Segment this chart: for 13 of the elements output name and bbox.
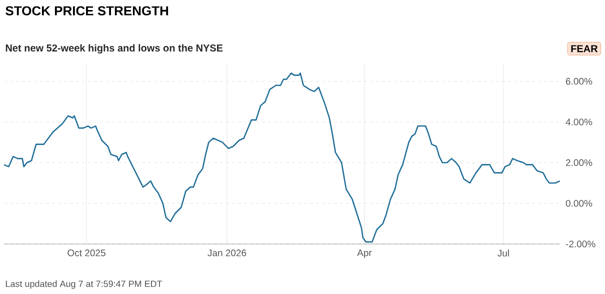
x-tick-label: Jul	[498, 250, 509, 256]
x-tick-label: Apr	[357, 250, 372, 258]
chart-title: STOCK PRICE STRENGTH	[6, 6, 168, 16]
y-tick-label: 6.00%	[566, 78, 592, 85]
x-tick-label: Jan 2026	[208, 250, 246, 256]
text: Last updated Aug 7 at 7:59:47 PM EDT	[6, 280, 162, 289]
y-tick-label: -2.00%	[566, 240, 596, 248]
y-tick-label: 0.00%	[566, 200, 592, 207]
text: FEAR	[571, 45, 598, 52]
x-tick-label: Oct 2025	[68, 250, 106, 256]
y-tick-label: 4.00%	[566, 118, 592, 126]
chart-subtitle: Net new 52-week highs and lows on the NYSE	[6, 44, 223, 54]
y-tick-label: 2.00%	[566, 159, 592, 166]
